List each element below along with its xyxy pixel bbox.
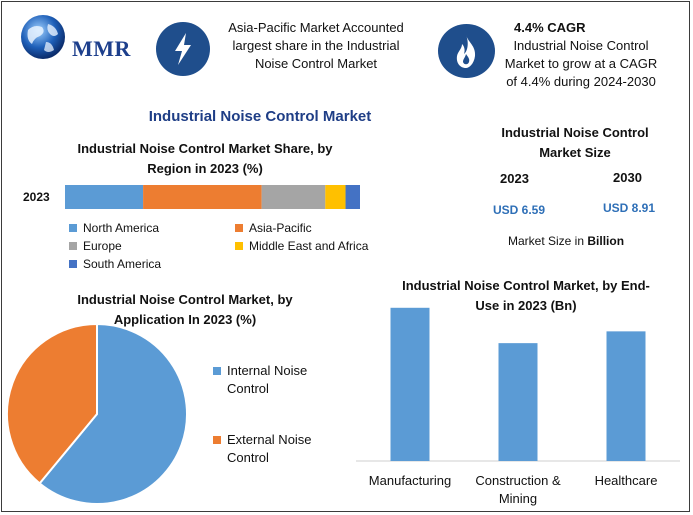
application-pie-chart bbox=[6, 322, 188, 505]
x-tick-label: Mining bbox=[499, 491, 537, 506]
segment-middle-east-africa bbox=[325, 185, 346, 209]
fact-2-line-3: of 4.4% during 2024-2030 bbox=[506, 74, 656, 89]
legend-asia-pacific: Asia-Pacific bbox=[235, 221, 312, 235]
legend-south-america: South America bbox=[69, 257, 161, 271]
application-chart-title-line-2: Application In 2023 (%) bbox=[113, 312, 257, 327]
legend-swatch bbox=[69, 242, 77, 250]
bar-1 bbox=[390, 307, 430, 461]
end-use-chart-title: Industrial Noise Control Market, by End-… bbox=[376, 276, 676, 316]
bar-3 bbox=[606, 331, 646, 461]
legend-label-line-1: External Noise bbox=[227, 432, 312, 447]
slice-internal-noise-control bbox=[38, 322, 188, 505]
x-tick-label: Construction & bbox=[475, 473, 561, 488]
legend-swatch bbox=[213, 436, 221, 444]
bar-2 bbox=[498, 343, 538, 461]
legend-label: North America bbox=[83, 221, 160, 235]
legend-europe: Europe bbox=[69, 239, 122, 253]
fact-2-badge bbox=[438, 24, 495, 78]
legend-internal-noise-control: Internal Noise Control bbox=[213, 362, 307, 398]
market-size-title-line-1: Industrial Noise Control bbox=[501, 125, 649, 140]
slice-external-noise-control bbox=[6, 322, 98, 485]
x-tick-label: Manufacturing bbox=[369, 473, 451, 488]
legend-label-line-1: Internal Noise bbox=[227, 363, 308, 378]
market-size-value-2023: USD 6.59 bbox=[493, 203, 546, 217]
legend-north-america: North America bbox=[69, 221, 159, 235]
segment-europe bbox=[261, 185, 326, 209]
fact-2-line-2: Market to grow at a CAGR bbox=[504, 56, 658, 71]
region-share-chart: 2023 bbox=[23, 185, 360, 209]
x-tick-label: Healthcare bbox=[595, 473, 658, 488]
market-size-year-2030: 2030 bbox=[613, 170, 642, 185]
fact-1-text: Asia-Pacific Market Accounted largest sh… bbox=[218, 19, 414, 73]
flame-icon bbox=[456, 35, 476, 68]
end-use-chart-title-line-2: Use in 2023 (Bn) bbox=[475, 298, 577, 313]
market-size-note-unit: Billion bbox=[587, 234, 625, 248]
legend-label-line-2: Control bbox=[227, 381, 269, 396]
legend-external-noise-control: External Noise Control bbox=[213, 431, 312, 467]
legend-swatch bbox=[235, 242, 243, 250]
legend-label: Middle East and Africa bbox=[249, 239, 369, 253]
fact-1-line-2: largest share in the Industrial bbox=[232, 38, 400, 53]
legend-swatch bbox=[69, 224, 77, 232]
market-size-note-prefix: Market Size in bbox=[508, 234, 588, 248]
fact-1-badge bbox=[156, 22, 210, 76]
application-chart-title: Industrial Noise Control Market, by Appl… bbox=[40, 290, 330, 330]
market-size-note: Market Size in Billion bbox=[508, 234, 624, 248]
legend-label: South America bbox=[83, 257, 162, 271]
market-size-title-line-2: Market Size bbox=[539, 145, 611, 160]
globe-logo-icon bbox=[21, 15, 65, 59]
fact-1-line-3: Noise Control Market bbox=[254, 56, 378, 71]
segment-south-america bbox=[345, 185, 360, 209]
lightning-icon bbox=[175, 33, 191, 65]
end-use-chart-title-line-1: Industrial Noise Control Market, by End- bbox=[402, 278, 650, 293]
market-size-title: Industrial Noise Control Market Size bbox=[480, 123, 670, 163]
legend-label-line-2: Control bbox=[227, 450, 269, 465]
legend-label: Asia-Pacific bbox=[249, 221, 312, 235]
fact-2-text: 4.4% CAGR Industrial Noise Control Marke… bbox=[496, 19, 666, 91]
fact-1-line-1: Asia-Pacific Market Accounted bbox=[228, 20, 404, 35]
legend-swatch bbox=[235, 224, 243, 232]
end-use-bar-chart: Manufacturing Construction & Mining Healthc… bbox=[356, 307, 680, 506]
region-category-label: 2023 bbox=[23, 190, 50, 204]
region-chart-title-line-2: Region in 2023 (%) bbox=[147, 161, 263, 176]
market-size-year-2023: 2023 bbox=[500, 171, 529, 186]
segment-asia-pacific bbox=[143, 185, 262, 209]
main-title: Industrial Noise Control Market bbox=[148, 108, 372, 125]
fact-2-line-1: Industrial Noise Control bbox=[513, 38, 649, 53]
market-size-value-2030: USD 8.91 bbox=[603, 201, 656, 215]
legend-swatch bbox=[69, 260, 77, 268]
legend-swatch bbox=[213, 367, 221, 375]
legend-middle-east-africa: Middle East and Africa bbox=[235, 239, 368, 253]
application-chart-title-line-1: Industrial Noise Control Market, by bbox=[77, 292, 293, 307]
region-chart-title-line-1: Industrial Noise Control Market Share, b… bbox=[77, 141, 333, 156]
segment-north-america bbox=[65, 185, 144, 209]
brand-logo-text: MMR bbox=[72, 36, 131, 61]
region-chart-title: Industrial Noise Control Market Share, b… bbox=[40, 139, 370, 179]
cagr-heading: 4.4% CAGR bbox=[514, 20, 586, 35]
legend-label: Europe bbox=[83, 239, 122, 253]
